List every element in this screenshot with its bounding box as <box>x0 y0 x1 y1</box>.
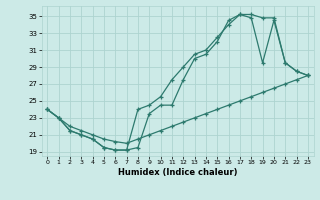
X-axis label: Humidex (Indice chaleur): Humidex (Indice chaleur) <box>118 168 237 177</box>
